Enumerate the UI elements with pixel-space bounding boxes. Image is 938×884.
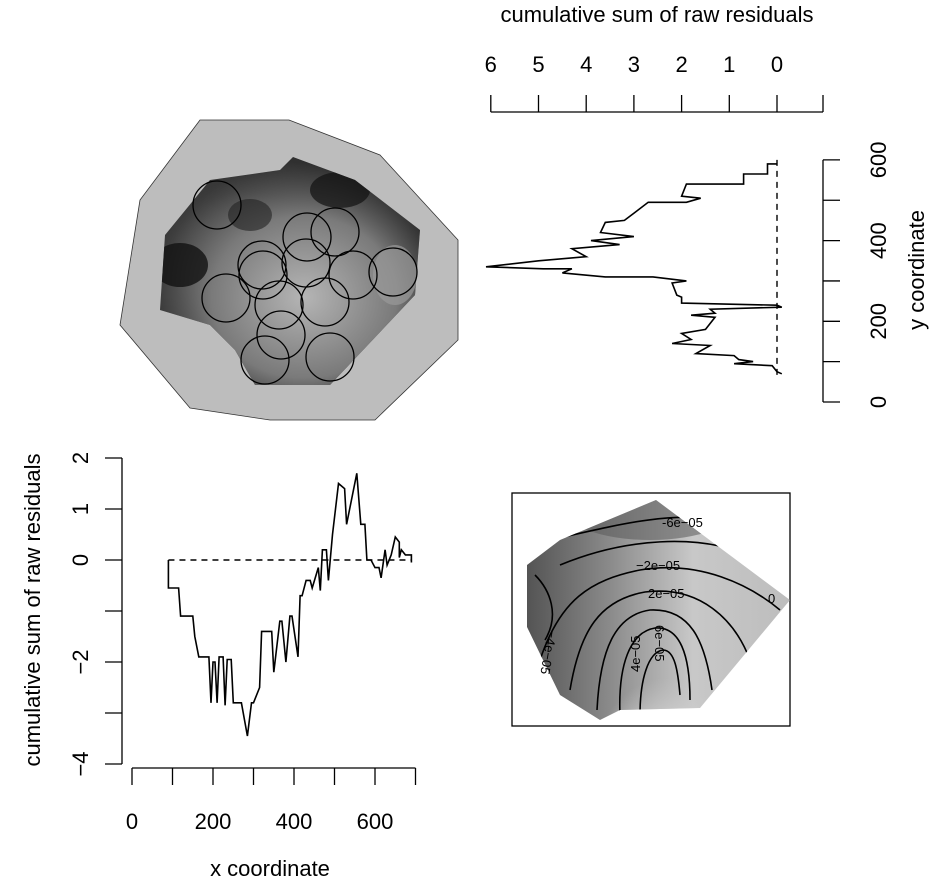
data-circle bbox=[192, 180, 242, 230]
data-circle bbox=[238, 250, 288, 300]
data-circle bbox=[310, 207, 360, 257]
dark-blob bbox=[160, 243, 208, 287]
dark-blob bbox=[228, 199, 272, 231]
data-circle bbox=[305, 332, 355, 382]
contour-line bbox=[596, 609, 713, 711]
top-axis-label: cumulative sum of raw residuals bbox=[500, 2, 813, 27]
left-tick-label: 1 bbox=[68, 503, 93, 515]
left-tick-label: 2 bbox=[68, 452, 93, 464]
data-circle bbox=[282, 212, 332, 262]
top-tick-label: 1 bbox=[723, 52, 735, 77]
contour-line bbox=[534, 574, 554, 641]
contour-label: −2e−05 bbox=[636, 558, 680, 573]
bottom-tick-label: 0 bbox=[126, 809, 138, 834]
contour-label: 2e−05 bbox=[648, 586, 685, 601]
contour-line bbox=[569, 590, 751, 691]
right-tick-label: 0 bbox=[866, 396, 891, 408]
left-tick-label: 0 bbox=[68, 554, 93, 566]
bottom-tick-label: 200 bbox=[195, 809, 232, 834]
data-circle bbox=[201, 273, 251, 323]
x-lurking-panel: 2 1 0 −2 −4 0 200 400 600 x coordinate cumulati… bbox=[20, 452, 417, 881]
contour-label: 4e−05 bbox=[628, 635, 643, 672]
contour-line bbox=[619, 627, 691, 716]
contour-fill-peak bbox=[595, 590, 735, 720]
right-axis-label: y coordinate bbox=[904, 210, 929, 330]
left-tick-label: −2 bbox=[68, 649, 93, 674]
data-circle bbox=[254, 280, 304, 330]
bottom-axis-label: x coordinate bbox=[210, 856, 330, 881]
left-axis-label: cumulative sum of raw residuals bbox=[20, 453, 45, 766]
top-axis: 6 5 4 3 2 1 0 bbox=[485, 52, 824, 113]
contour-line bbox=[639, 649, 681, 716]
right-axis: 0 200 400 600 bbox=[822, 142, 891, 408]
y-lurking-panel: cumulative sum of raw residuals 6 5 4 3 2 1 0 … bbox=[485, 2, 929, 408]
data-circle bbox=[328, 250, 378, 300]
right-tick-label: 200 bbox=[866, 303, 891, 340]
x-cumulative-series bbox=[167, 473, 413, 737]
top-tick-label: 5 bbox=[532, 52, 544, 77]
contour-line bbox=[539, 566, 781, 661]
contour-label: 0 bbox=[768, 591, 775, 606]
data-circle bbox=[240, 335, 290, 385]
left-axis: 2 1 0 −2 −4 bbox=[68, 452, 123, 777]
left-tick-label: −4 bbox=[68, 751, 93, 776]
top-tick-label: 3 bbox=[628, 52, 640, 77]
right-tick-label: 400 bbox=[866, 222, 891, 259]
residual-image-panel bbox=[119, 119, 459, 421]
bottom-axis: 0 200 400 600 bbox=[126, 767, 417, 834]
contour-label: -6e−05 bbox=[662, 515, 703, 530]
right-tick-label: 600 bbox=[866, 142, 891, 179]
top-tick-label: 0 bbox=[771, 52, 783, 77]
bottom-tick-label: 600 bbox=[357, 809, 394, 834]
y-cumulative-series bbox=[485, 163, 783, 375]
contour-label: 6e−05 bbox=[652, 625, 667, 662]
top-tick-label: 6 bbox=[485, 52, 497, 77]
dark-blob bbox=[310, 172, 370, 208]
smoothed-residual-panel: -6e−05 −2e−05 2e−05 0 −4e−05 4e−05 6e−05 bbox=[511, 492, 791, 727]
light-blob bbox=[373, 245, 417, 305]
top-tick-label: 2 bbox=[675, 52, 687, 77]
top-tick-label: 4 bbox=[580, 52, 592, 77]
data-circle bbox=[237, 240, 287, 290]
data-circle bbox=[368, 247, 418, 297]
data-circles bbox=[192, 180, 418, 385]
data-circle bbox=[256, 310, 306, 360]
bottom-tick-label: 400 bbox=[276, 809, 313, 834]
data-circle bbox=[300, 277, 350, 327]
